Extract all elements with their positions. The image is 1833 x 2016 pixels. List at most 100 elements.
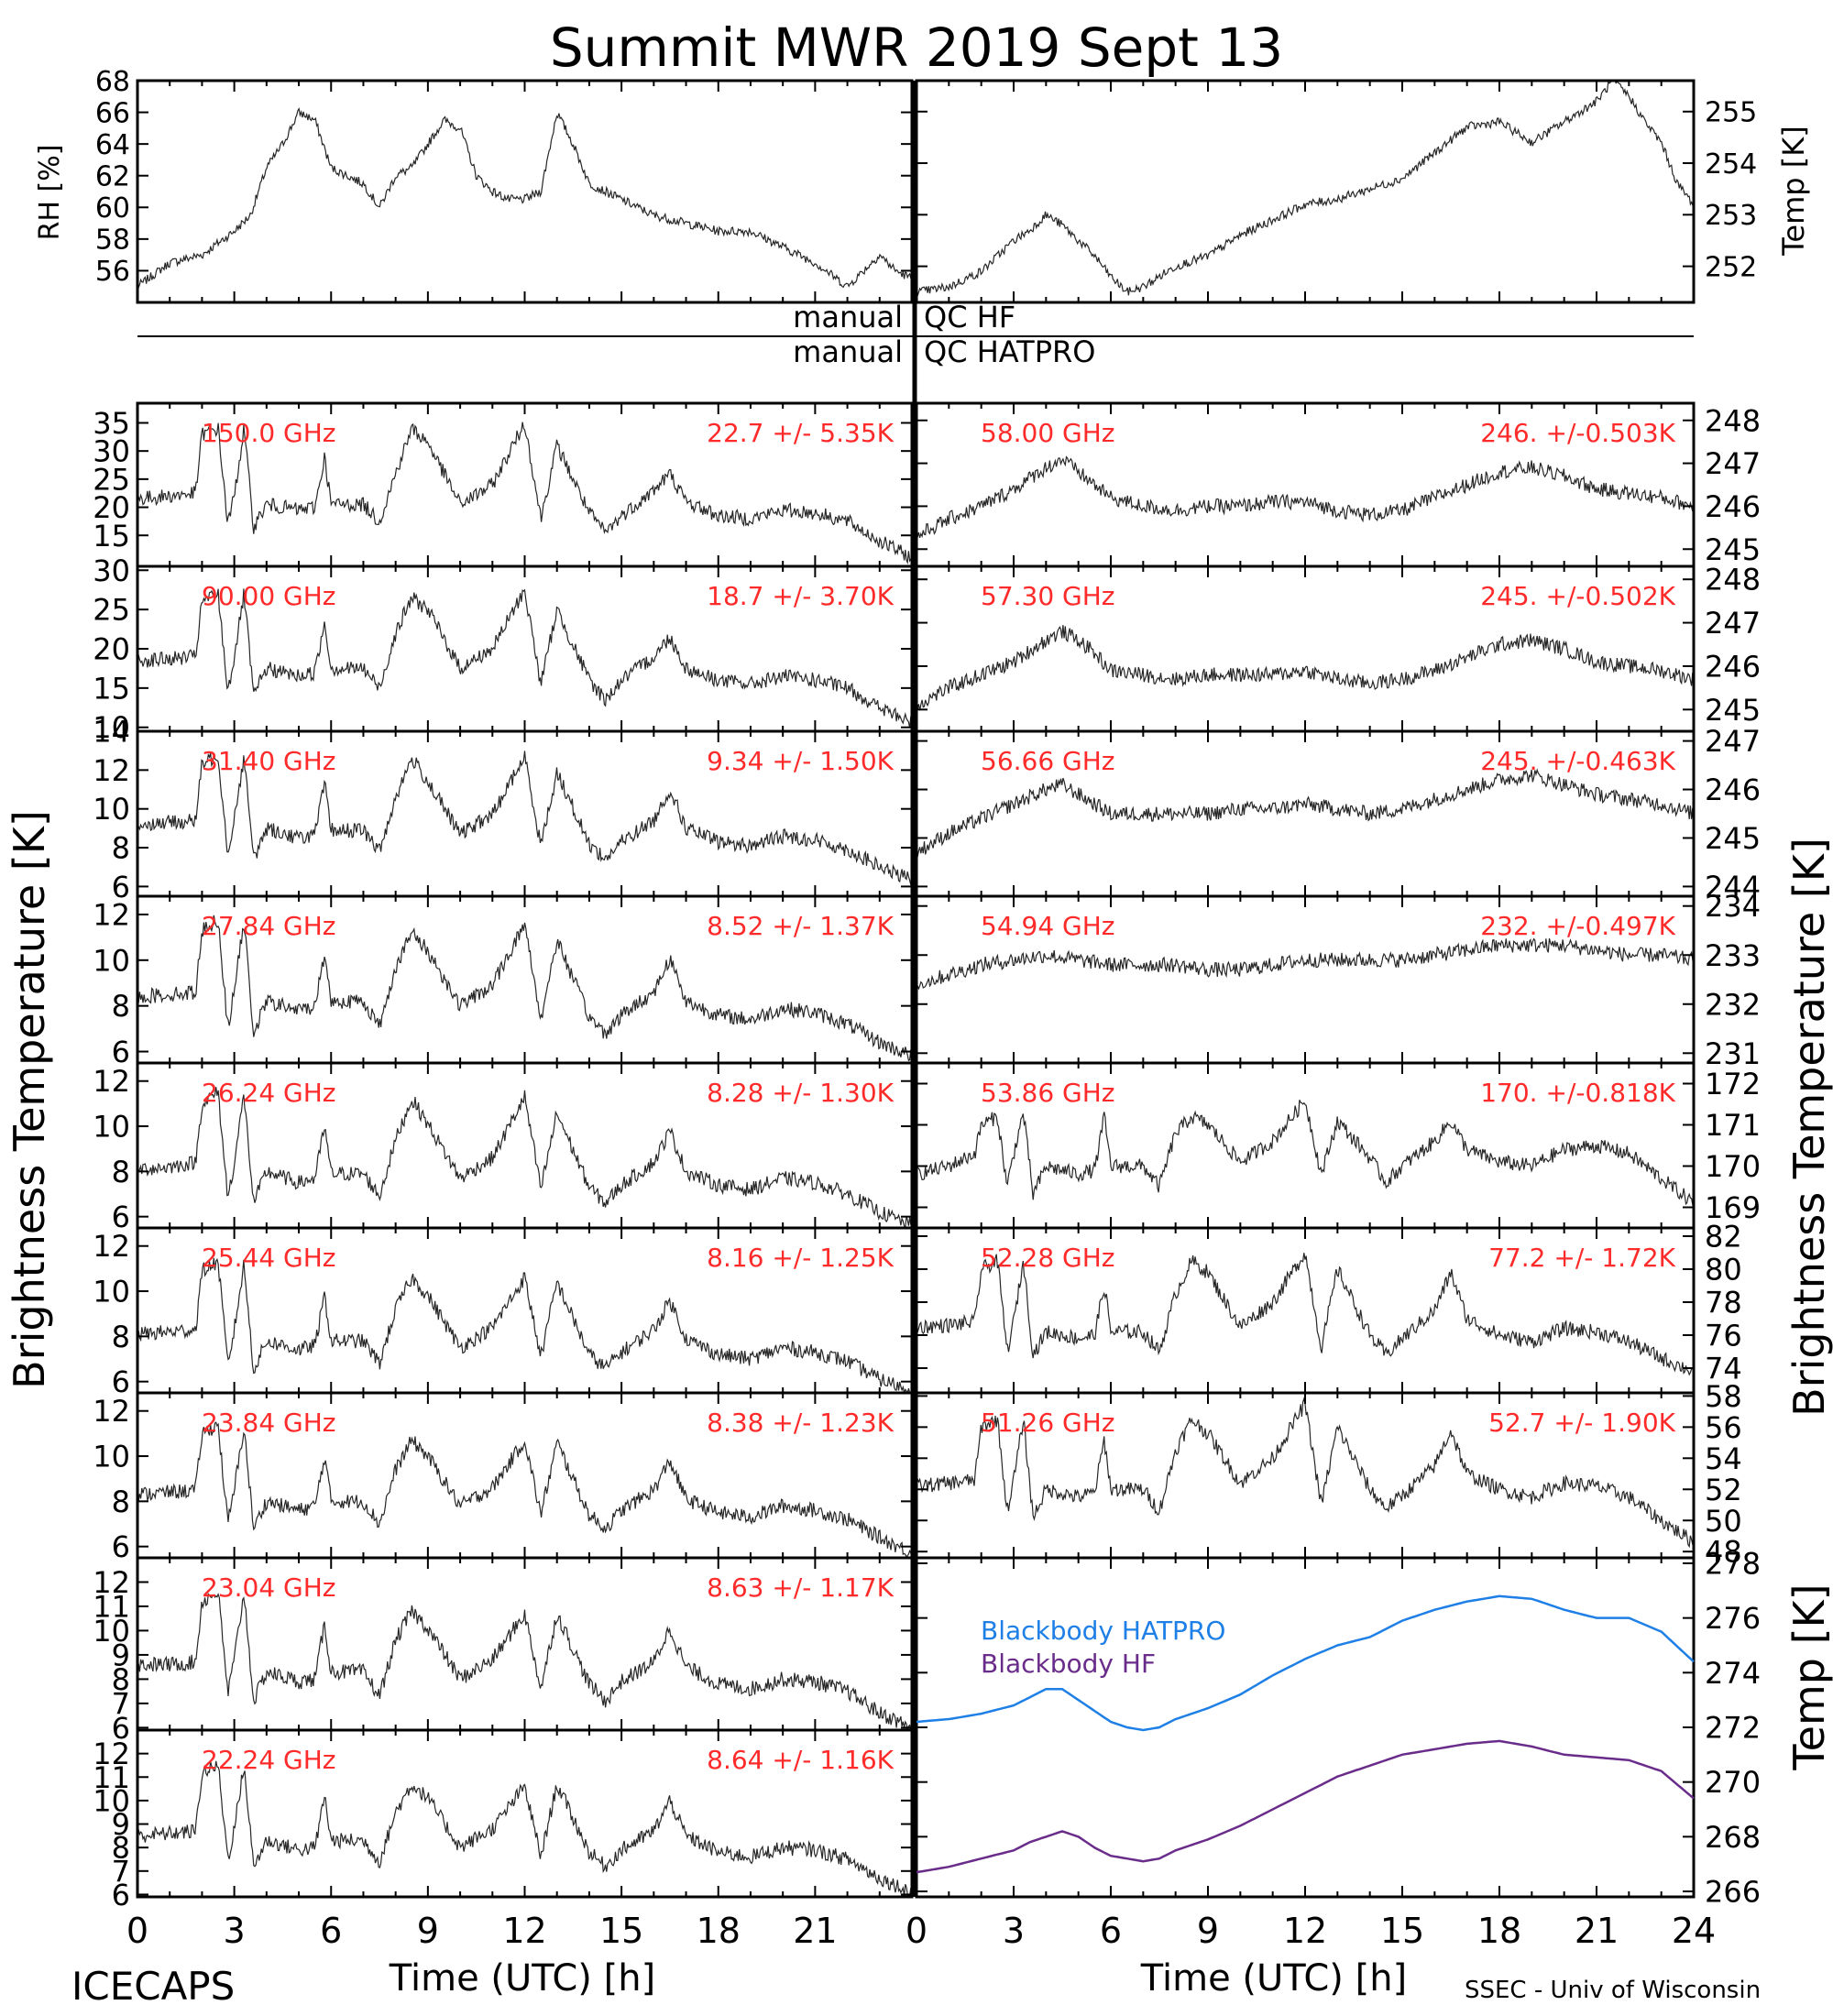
figure-title: Summit MWR 2019 Sept 13 [550,16,1283,79]
x-axis-title-right: Time (UTC) [h] [1140,1957,1407,2000]
met-temp-axis-title: Temp [K] [1776,126,1811,256]
frequency-label: 27.84 GHz [202,911,336,941]
y-tick-label: 8 [112,1320,130,1354]
stats-label: 8.16 +/- 1.25K [707,1243,894,1273]
y-tick-label: 171 [1705,1108,1761,1143]
stats-label: 8.28 +/- 1.30K [707,1078,894,1108]
y-tick-label: 8 [112,831,130,866]
y-tick-label: 247 [1705,606,1761,641]
y-tick-label: 170 [1705,1149,1761,1184]
y-tick-label: 245 [1705,821,1761,856]
frequency-label: 90.00 GHz [202,581,336,611]
series-line [137,1760,913,1897]
y-tick-label: 20 [93,632,130,667]
stats-label: 246. +/-0.503K [1480,418,1675,448]
series-line [137,1257,912,1396]
y-tick-label: 12 [93,1229,130,1264]
y-tick-label: 231 [1705,1036,1761,1071]
x-tick-label-right: 12 [1283,1911,1327,1951]
y-tick-label: 232 [1705,987,1761,1022]
panel-ch-27.84: 6 8 10 12 27.84 GHz 8.52 +/- 1.37K [93,894,914,1069]
y-tick-label: 66 [95,97,130,129]
y-tick-label: 7 [112,1854,130,1889]
series-line [916,937,1695,991]
stats-label: 8.52 +/- 1.37K [707,911,894,941]
series-line [916,624,1695,711]
footer-icecaps: ICECAPS [71,1964,235,2009]
x-tick-label-left: 0 [126,1911,148,1951]
panel-frame [136,79,914,304]
y-tick-label: 56 [1705,1410,1742,1445]
x-tick-label-right: 24 [1672,1911,1716,1951]
y-tick-label: 244 [1705,870,1761,904]
y-tick-label: 12 [93,753,130,788]
y-tick-label: 247 [1705,724,1761,759]
series-line [137,915,913,1062]
y-tick-label: 56 [95,256,130,288]
frequency-label: 56.66 GHz [981,746,1115,776]
y-tick-label: 76 [1705,1319,1742,1353]
stats-label: 18.7 +/- 3.70K [707,581,894,611]
y-tick-label: 255 [1705,97,1757,129]
y-tick-label: 6 [112,1529,130,1564]
stats-label: 9.34 +/- 1.50K [707,746,894,776]
series-line [137,1593,913,1732]
y-tick-label: 11 [93,1589,130,1624]
frequency-label: 31.40 GHz [202,746,336,776]
stats-label: 8.63 +/- 1.17K [707,1572,894,1603]
y-tick-label: 268 [1705,1820,1761,1855]
y-tick-label: 246 [1705,772,1761,807]
stats-label: 52.7 +/- 1.90K [1488,1408,1675,1438]
right-y-axis-title: Brightness Temperature [K] [1784,838,1833,1417]
y-tick-label: 15 [93,671,130,706]
frequency-label: 51.26 GHz [981,1408,1115,1438]
series-line [137,1421,913,1559]
series-line [916,1397,1695,1549]
legend-hf: Blackbody HF [981,1649,1156,1679]
y-tick-label: 8 [112,1485,130,1519]
y-tick-label: 30 [93,434,130,469]
qc-hatpro-manual-label: manual [793,334,903,369]
y-tick-label: 64 [95,129,130,161]
blackbody-temp-axis-title: Temp [K] [1784,1583,1833,1770]
y-tick-label: 48 [1705,1535,1742,1570]
x-tick-label-left: 6 [320,1911,342,1951]
y-tick-label: 12 [93,1394,130,1429]
rh-axis-title: RH [%] [34,145,66,241]
y-tick-label: 50 [1705,1504,1742,1539]
y-tick-label: 52 [1705,1473,1742,1507]
stats-label: 170. +/-0.818K [1480,1078,1675,1108]
y-tick-label: 10 [93,1440,130,1474]
y-tick-label: 8 [112,1662,130,1697]
frequency-label: 54.94 GHz [981,911,1115,941]
x-tick-label-right: 9 [1197,1911,1219,1951]
x-tick-label-left: 3 [224,1911,246,1951]
y-tick-label: 233 [1705,938,1761,973]
y-tick-label: 12 [93,897,130,932]
qc-hf-label: QC HF [924,300,1015,334]
x-tick-label-left: 12 [502,1911,546,1951]
y-tick-label: 278 [1705,1546,1761,1581]
y-tick-label: 234 [1705,889,1761,924]
series-line [137,751,913,888]
y-tick-label: 10 [93,1110,130,1145]
series-line [137,1087,913,1231]
y-tick-label: 253 [1705,200,1757,232]
y-tick-label: 62 [95,161,130,193]
series-line [137,107,913,290]
stats-label: 77.2 +/- 1.72K [1488,1243,1675,1273]
y-tick-label: 60 [95,192,130,225]
y-tick-label: 10 [93,710,130,745]
y-tick-label: 78 [1705,1286,1742,1320]
y-tick-label: 248 [1705,563,1761,597]
y-tick-label: 276 [1705,1601,1761,1636]
stats-label: 22.7 +/- 5.35K [707,418,894,448]
y-tick-label: 246 [1705,649,1761,684]
y-tick-label: 10 [93,1275,130,1309]
